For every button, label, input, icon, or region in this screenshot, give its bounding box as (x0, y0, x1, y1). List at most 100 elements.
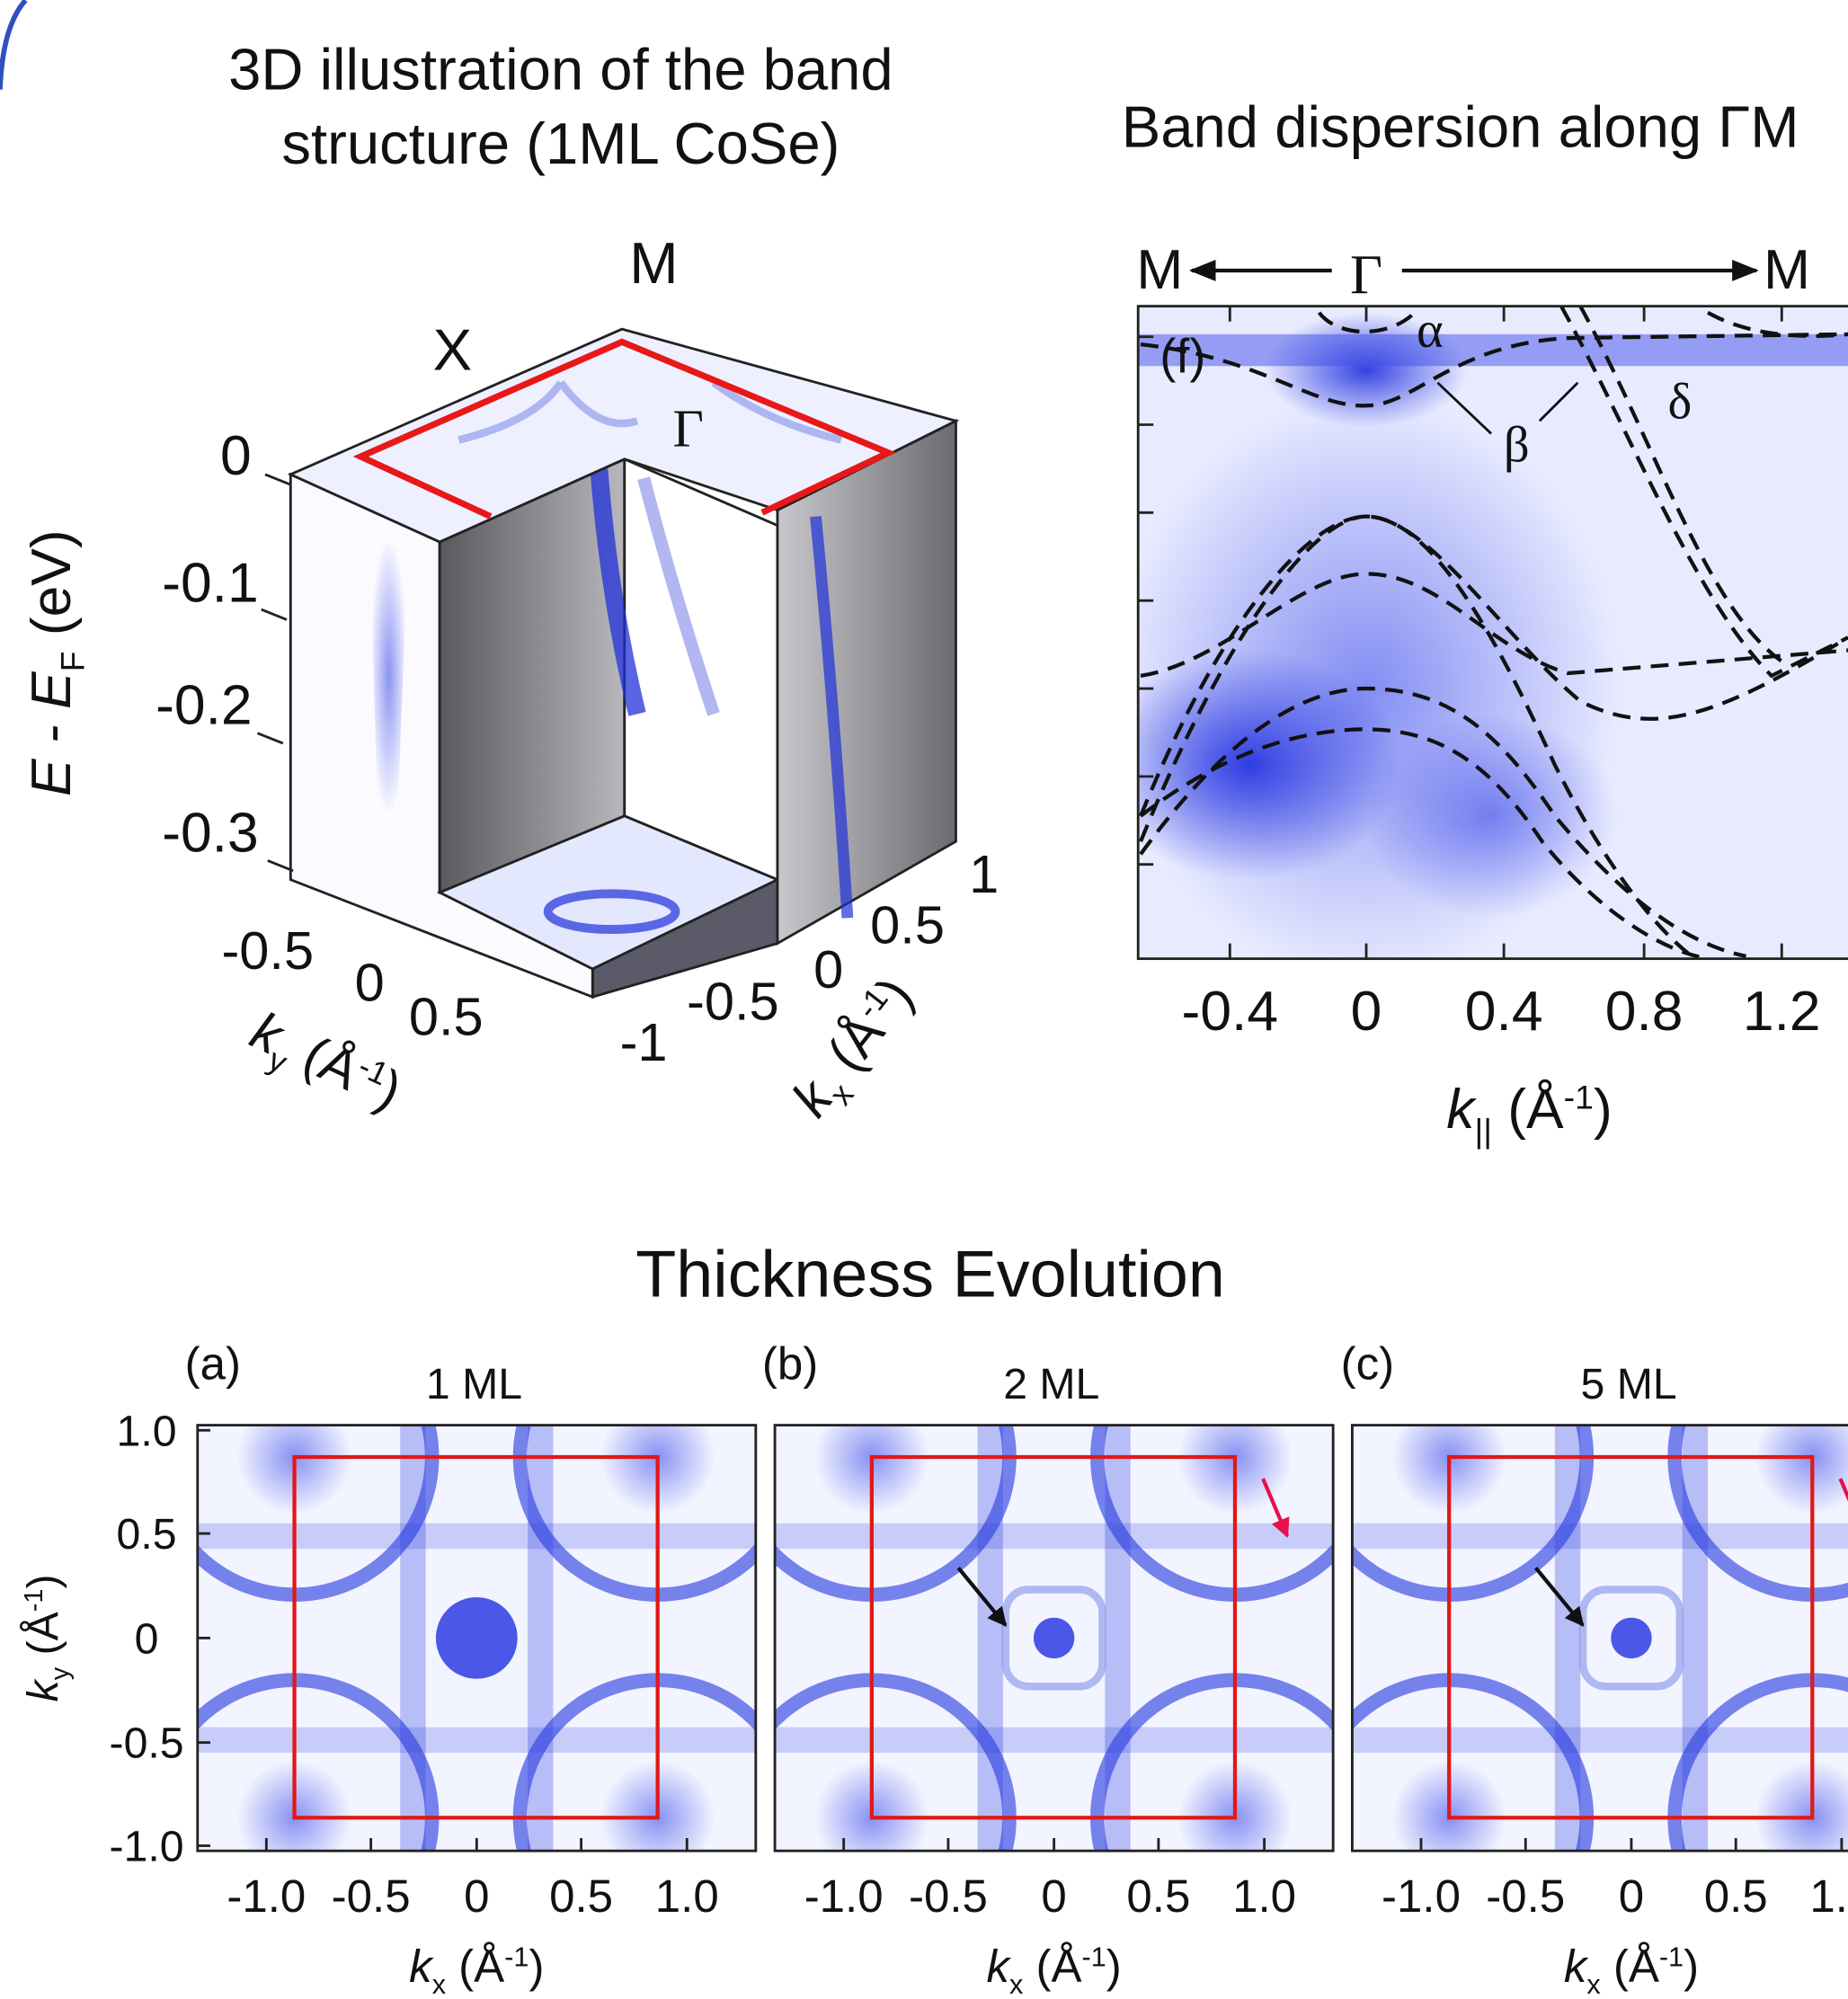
axis-label: kx (Å-1) (409, 1941, 544, 1999)
fermi-band (197, 1523, 756, 1550)
tick-mark (256, 732, 284, 745)
dft-bands (1139, 306, 1848, 959)
map (775, 1425, 1334, 1852)
axis-label-superscript: -1 (1564, 1078, 1594, 1115)
tick-mark (264, 473, 291, 486)
axis-label: kx (Å-1) (780, 966, 932, 1133)
axis-label-end: ) (529, 1941, 544, 1992)
band-label: α (1417, 302, 1444, 359)
fermi-surface-panel: (a) 1 ML -1.0 -0.5 0 0.5 1.0 kx (Å-1) (185, 1338, 758, 1999)
band-stripe (590, 468, 646, 716)
axis-label-subscript: x (432, 1969, 446, 1999)
arrow (1533, 1567, 1585, 1627)
panel-title: Band dispersion along ΓM (1122, 93, 1799, 159)
x-tick-label: 0.5 (1126, 1870, 1190, 1922)
thickness-evolution: Thickness Evolution 1.0 0.5 0 -0.5 -1.0 ky (Å-… (19, 1236, 1848, 1999)
x-tick-label: 0 (464, 1870, 489, 1922)
axis-label: k|| (Å-1) (1446, 1078, 1612, 1149)
x-tick-label: 0 (1351, 981, 1382, 1043)
axis-label: kx (Å-1) (986, 1941, 1121, 1999)
y-tick-label: -1.0 (110, 1823, 184, 1871)
path-label: M (1764, 239, 1810, 301)
fermi-band (1682, 1425, 1709, 1852)
panel-title: 1 ML (426, 1360, 522, 1408)
x-tick-label: -0.5 (909, 1870, 988, 1922)
tick-mark (261, 608, 288, 621)
energy-tick-label: -0.3 (162, 803, 258, 865)
kx-tick-label: -0.5 (687, 972, 779, 1032)
x-tick-label: 1.0 (655, 1870, 719, 1922)
panel-label: (c) (1341, 1338, 1395, 1390)
band-3d-illustration: 3D illustration of the band structure (1M… (21, 37, 999, 1133)
axis-label-unit: (Å (446, 1941, 504, 1992)
x-tick-label: 0.4 (1465, 981, 1543, 1043)
x-tick-label: -1.0 (804, 1870, 884, 1922)
brillouin-zone (1447, 1454, 1815, 1820)
arrow (1261, 1478, 1290, 1538)
fermi-pocket (1755, 1425, 1848, 1515)
x-tick-label: 1.2 (1743, 981, 1821, 1043)
axis-label: ky (Å-1) (238, 1000, 410, 1130)
y-tick-label: 1.0 (117, 1407, 177, 1455)
axis-label-symbol: k (986, 1941, 1011, 1992)
map (1352, 1425, 1848, 1852)
gamma-ring (1001, 1586, 1106, 1691)
axis-label-superscript: -1 (504, 1941, 529, 1972)
gamma-pocket (1033, 1617, 1075, 1659)
arrow (1838, 1478, 1848, 1502)
panel-title: 2 ML (1003, 1360, 1099, 1408)
y-tick-label: 0.5 (117, 1510, 177, 1559)
x-tick-label: 1.0 (1232, 1870, 1296, 1922)
axis-label-end: ) (19, 1574, 67, 1588)
ky-tick-label: 0.5 (409, 987, 484, 1047)
plot-frame (1136, 305, 1848, 961)
spectral-weight (1138, 650, 1402, 880)
fermi-band (1352, 1523, 1848, 1550)
axis-label: E - EF (eV) (21, 529, 92, 796)
x-tick-label: -1.0 (227, 1870, 306, 1922)
axis-label-subscript: || (1474, 1112, 1491, 1150)
axis-label-unit: (Å (1023, 1941, 1081, 1992)
axis-label-subscript: x (1586, 1969, 1600, 1999)
brillouin-zone (292, 1454, 660, 1820)
axis-label-symbol: k (19, 1677, 67, 1701)
panel-label: (a) (185, 1338, 241, 1390)
tick-mark (267, 859, 294, 873)
axis-label-end: ) (1106, 1941, 1122, 1992)
axis-label-superscript: -1 (1082, 1941, 1106, 1972)
axis-label-symbol: k (1564, 1941, 1589, 1992)
axis-label-subscript: x (1009, 1969, 1023, 1999)
axis-label: ky (Å-1) (19, 1574, 75, 1701)
band-label: β (1504, 417, 1530, 474)
band-stripe (637, 476, 720, 716)
y-tick-label: 0 (135, 1614, 159, 1663)
axis-label-unit: (Å (281, 1018, 369, 1102)
band-ring (543, 889, 680, 934)
x-tick-label: 0.5 (1704, 1870, 1768, 1922)
fermi-band (528, 1425, 554, 1852)
section-title: Thickness Evolution (635, 1236, 1225, 1310)
energy-tick-label: 0 (220, 425, 252, 487)
fermi-surface-panel: (c) 5 ML -1.0 -0.5 0 0.5 1.0 kx (Å-1) (1341, 1338, 1848, 1999)
y-tick-label: -0.5 (110, 1719, 184, 1768)
axis-label-unit: (Å (1492, 1079, 1564, 1141)
axis-label-unit: (Å (19, 1611, 67, 1666)
energy-tick-label: -0.1 (162, 553, 258, 615)
top-face (287, 327, 960, 544)
fermi-contour (458, 379, 842, 444)
fermi-band (400, 1425, 426, 1852)
x-tick-label: -0.5 (1486, 1870, 1565, 1922)
fermi-band (977, 1425, 1003, 1852)
fermi-band (775, 1727, 1334, 1753)
path-label: M (1136, 239, 1183, 301)
axis-label-end: ) (1684, 1941, 1699, 1992)
point-label: X (433, 317, 473, 383)
brillouin-zone (869, 1454, 1238, 1820)
axis-label-unit: (Å (1601, 1941, 1659, 1992)
kx-tick-label: 1 (969, 844, 999, 904)
energy-tick-label: -0.2 (155, 675, 252, 737)
label-leader (1436, 381, 1579, 435)
kx-tick-label: -1 (620, 1012, 668, 1072)
point-label: Γ (672, 399, 703, 458)
ky-tick-label: 0 (355, 952, 385, 1012)
